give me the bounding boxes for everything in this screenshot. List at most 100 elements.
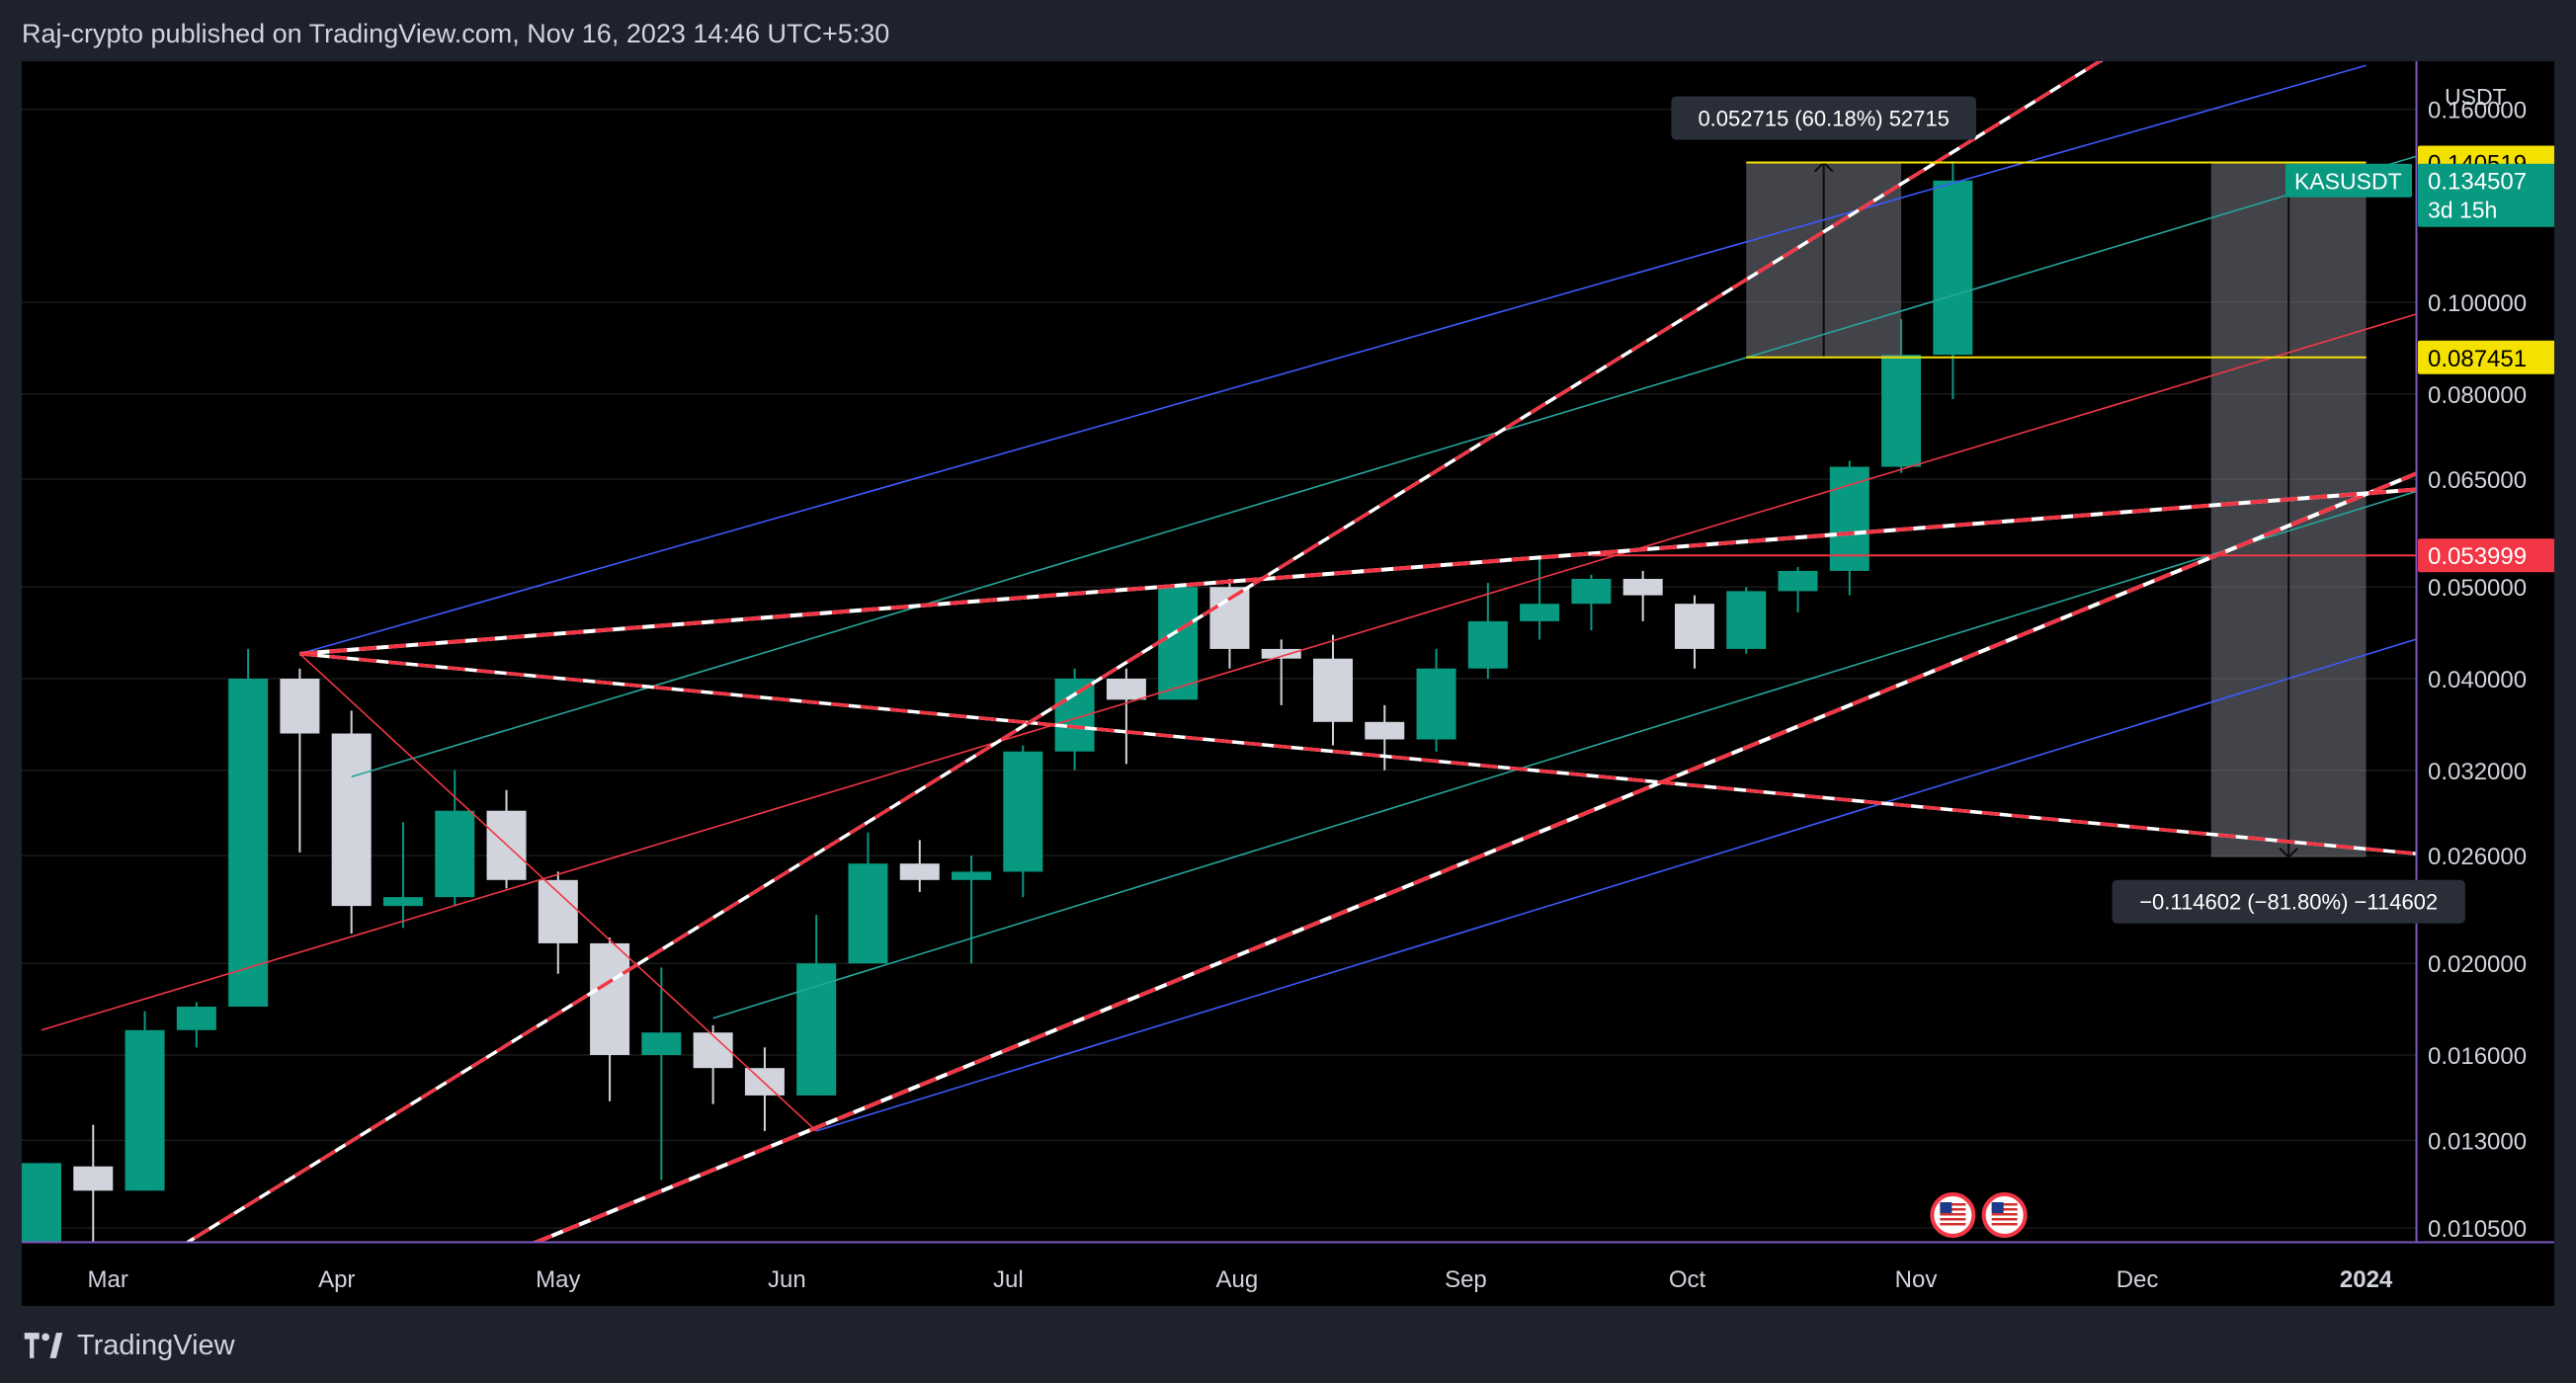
candle-body[interactable] xyxy=(1571,578,1612,605)
candle-body[interactable] xyxy=(1726,591,1767,649)
candle-down[interactable] xyxy=(73,1124,114,1292)
candle-up[interactable] xyxy=(176,1002,216,1048)
candle-body[interactable] xyxy=(641,1032,682,1055)
candle-down[interactable] xyxy=(590,937,630,1101)
candle-body[interactable] xyxy=(1261,648,1301,659)
candle-up[interactable] xyxy=(1881,318,1922,473)
candle-body[interactable] xyxy=(693,1032,733,1069)
candle-body[interactable] xyxy=(796,963,837,1096)
candle-body[interactable] xyxy=(1520,604,1560,621)
dashed-trendline-10[interactable] xyxy=(93,61,2108,1301)
candle-body[interactable] xyxy=(280,678,320,734)
symbol-tag[interactable]: KASUSDT xyxy=(2294,169,2402,195)
trendline-2[interactable] xyxy=(815,591,2554,1132)
candle-body[interactable] xyxy=(435,810,475,898)
candle-body[interactable] xyxy=(744,1068,785,1096)
candle-body[interactable] xyxy=(538,879,578,943)
candle-up[interactable] xyxy=(952,855,992,964)
candle-up[interactable] xyxy=(1158,587,1199,700)
candle-up[interactable] xyxy=(1933,161,1973,400)
candle-up[interactable] xyxy=(1778,566,1818,612)
candle-body[interactable] xyxy=(22,1163,61,1296)
candle-up[interactable] xyxy=(1571,574,1612,631)
candle-up[interactable] xyxy=(435,770,475,907)
candle-down[interactable] xyxy=(1622,570,1663,621)
candle-down[interactable] xyxy=(1261,639,1301,705)
candle-body[interactable] xyxy=(1158,587,1199,700)
candle-body[interactable] xyxy=(1003,751,1043,872)
candle-up[interactable] xyxy=(641,967,682,1180)
currency-label[interactable]: USDT xyxy=(2445,84,2507,110)
candle-down[interactable] xyxy=(1106,668,1146,765)
candle-down[interactable] xyxy=(693,1024,733,1104)
candle-body[interactable] xyxy=(1416,668,1456,740)
candle-down[interactable] xyxy=(1313,634,1353,746)
flag-stripe xyxy=(1991,1218,2018,1221)
candle-body[interactable] xyxy=(1467,620,1508,669)
candle-body[interactable] xyxy=(1106,678,1146,700)
candle-up[interactable] xyxy=(1520,555,1560,640)
price-chart[interactable]: USDT0.1600000.1000000.0800000.0650000.05… xyxy=(22,61,2554,1306)
candle-down[interactable] xyxy=(899,840,940,892)
candle-body[interactable] xyxy=(1881,355,1922,467)
candle-down[interactable] xyxy=(331,710,372,935)
price-label[interactable]: 0.087451 xyxy=(2418,340,2554,374)
dashed-trendline-9[interactable] xyxy=(299,652,2554,868)
price-range-tool-2[interactable] xyxy=(2210,162,2367,859)
drawn-lines[interactable] xyxy=(41,61,2554,1306)
candle-body[interactable] xyxy=(331,733,372,907)
candle-body[interactable] xyxy=(1209,587,1250,649)
candle-up[interactable] xyxy=(22,1163,61,1305)
candle-up[interactable] xyxy=(1416,648,1456,752)
chart-area[interactable]: USDT 0.160000 0.100000 0.080000 0.065000 0.05… xyxy=(22,61,2554,1306)
dashed-trendline-8[interactable] xyxy=(299,477,2554,656)
candle-up[interactable] xyxy=(125,1011,165,1191)
candle-body[interactable] xyxy=(73,1166,114,1191)
candle-body[interactable] xyxy=(176,1007,216,1030)
candles[interactable] xyxy=(22,161,1973,1305)
price-range-tool-1[interactable] xyxy=(1746,161,1902,358)
time-axis[interactable]: Mar Apr May Jun Jul Aug Sep Oct Nov Dec 2024 xyxy=(22,1241,2554,1306)
us-flag-icon[interactable] xyxy=(1930,1192,1976,1238)
price-range-tools[interactable] xyxy=(1746,161,2367,859)
candle-up[interactable] xyxy=(382,822,423,929)
trendline-3[interactable] xyxy=(351,110,2554,778)
candle-down[interactable] xyxy=(280,668,320,853)
candle-body[interactable] xyxy=(125,1029,165,1191)
time-tick-label: Aug xyxy=(1216,1266,1259,1293)
candle-up[interactable] xyxy=(1003,745,1043,898)
candle-up[interactable] xyxy=(228,648,269,1008)
candle-body[interactable] xyxy=(952,871,992,880)
candle-down[interactable] xyxy=(744,1047,785,1131)
trendline-4[interactable] xyxy=(712,443,2554,1019)
us-flag-icon[interactable] xyxy=(1981,1192,2028,1238)
candle-down[interactable] xyxy=(1674,595,1714,669)
candle-up[interactable] xyxy=(1467,583,1508,679)
price-label[interactable]: 0.053999 xyxy=(2418,538,2554,573)
horizontal-lines[interactable] xyxy=(1591,161,2416,557)
candle-down[interactable] xyxy=(538,871,578,974)
candle-body[interactable] xyxy=(1674,604,1714,649)
candle-body[interactable] xyxy=(1313,658,1353,722)
trendline-dash xyxy=(185,61,2104,1242)
candle-body[interactable] xyxy=(228,678,269,1008)
candle-up[interactable] xyxy=(1726,587,1767,654)
candle-up[interactable] xyxy=(848,832,888,964)
candle-body[interactable] xyxy=(382,897,423,907)
candle-body[interactable] xyxy=(1778,570,1818,592)
dashed-trendline-7[interactable] xyxy=(42,410,2554,1306)
trendline-5[interactable] xyxy=(41,267,2554,1031)
candle-body[interactable] xyxy=(1622,578,1663,596)
candle-body[interactable] xyxy=(1933,180,1973,356)
candle-down[interactable] xyxy=(1365,704,1405,771)
candle-up[interactable] xyxy=(1054,668,1095,771)
event-icons[interactable] xyxy=(1930,1192,2028,1238)
candle-body[interactable] xyxy=(899,863,940,880)
candle-up[interactable] xyxy=(796,915,837,1096)
candle-body[interactable] xyxy=(1365,721,1405,740)
trendline-6[interactable] xyxy=(298,653,817,1132)
candle-body[interactable] xyxy=(848,863,888,964)
candle-body[interactable] xyxy=(590,942,630,1055)
